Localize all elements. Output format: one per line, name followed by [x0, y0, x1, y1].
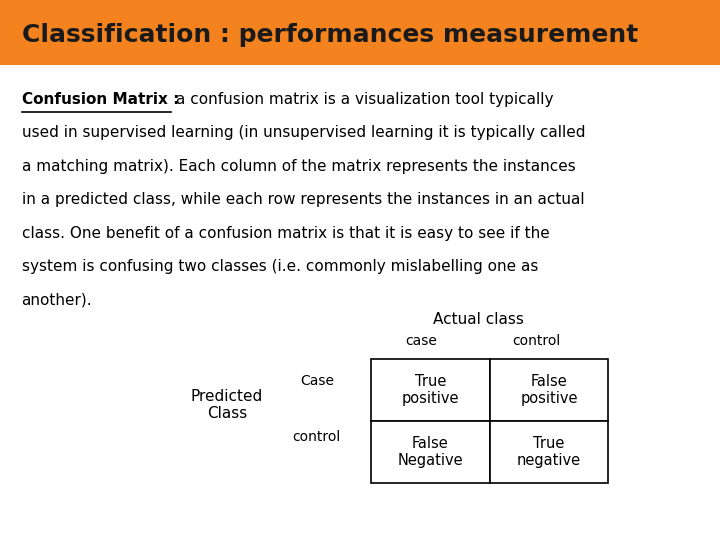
Text: Confusion Matrix :: Confusion Matrix :: [22, 92, 184, 107]
Text: False
positive: False positive: [521, 374, 577, 406]
Text: system is confusing two classes (i.e. commonly mislabelling one as: system is confusing two classes (i.e. co…: [22, 259, 538, 274]
Text: Actual class: Actual class: [433, 312, 524, 327]
Bar: [490, 421, 608, 483]
Bar: [371, 421, 490, 483]
Text: Classification : performances measurement: Classification : performances measuremen…: [22, 23, 638, 47]
Text: a matching matrix). Each column of the matrix represents the instances: a matching matrix). Each column of the m…: [22, 159, 575, 174]
Text: control: control: [512, 334, 561, 348]
Text: Predicted
Class: Predicted Class: [191, 389, 263, 421]
Text: True
negative: True negative: [517, 436, 581, 468]
Text: case: case: [405, 334, 437, 348]
Bar: [490, 359, 608, 421]
Text: used in supervised learning (in unsupervised learning it is typically called: used in supervised learning (in unsuperv…: [22, 125, 585, 140]
Text: Case: Case: [300, 374, 334, 388]
Text: False
Negative: False Negative: [397, 436, 463, 468]
Bar: [371, 359, 490, 421]
Text: a confusion matrix is a visualization tool typically: a confusion matrix is a visualization to…: [176, 92, 554, 107]
Text: control: control: [292, 430, 341, 444]
Text: True
positive: True positive: [402, 374, 459, 406]
Text: in a predicted class, while each row represents the instances in an actual: in a predicted class, while each row rep…: [22, 192, 584, 207]
Text: class. One benefit of a confusion matrix is that it is easy to see if the: class. One benefit of a confusion matrix…: [22, 226, 549, 241]
Text: another).: another).: [22, 293, 92, 308]
Bar: [0, 0, 720, 65]
